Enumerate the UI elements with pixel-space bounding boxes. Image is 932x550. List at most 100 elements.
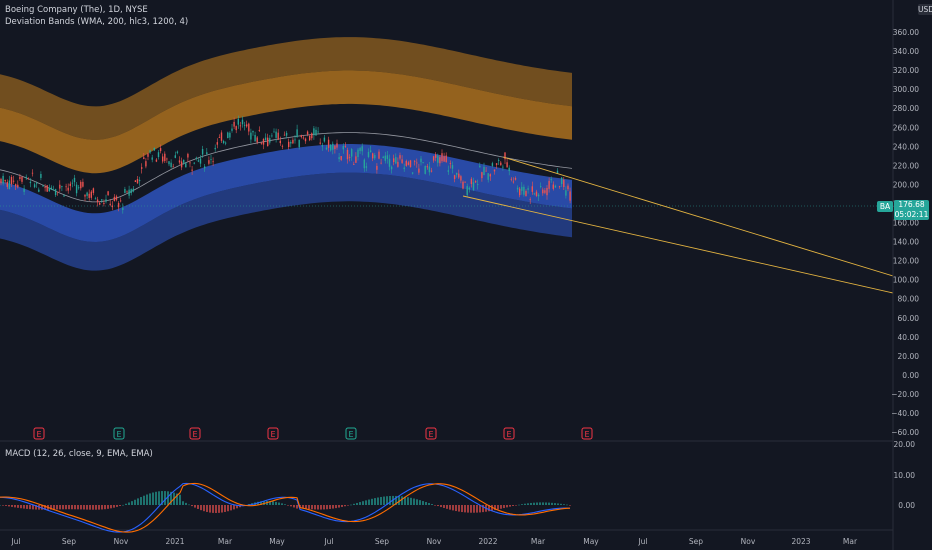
price-tick-label: 140.00 [893,238,919,247]
macd-histogram-bar [113,505,115,508]
macd-histogram-bar [209,505,211,513]
macd-tick-label: 0.00 [898,501,915,510]
candle-body [208,160,210,164]
macd-histogram-bar [371,498,373,505]
macd-histogram-bar [89,505,91,510]
candle-body [380,162,382,164]
candle-body [519,188,521,196]
earnings-event-icon[interactable]: E [33,427,45,440]
earnings-event-icon[interactable]: E [503,427,515,440]
macd-histogram-bar [26,505,28,509]
macd-histogram-bar [437,505,439,507]
macd-histogram-bar [11,505,13,507]
earnings-event-icon[interactable]: E [267,427,279,440]
time-axis-label: 2022 [478,537,497,546]
earnings-event-icon[interactable]: E [189,427,201,440]
macd-histogram-bar [536,502,538,505]
candle-body [176,151,179,153]
candle-body [210,159,212,160]
macd-histogram-bar [440,505,442,508]
lower-trendline[interactable] [462,195,894,294]
macd-axis[interactable]: 20.00 10.00 0.00 [894,440,916,510]
candle-body [59,184,61,189]
macd-histogram-bar [362,501,364,505]
macd-legend[interactable]: MACD (12, 26, close, 9, EMA, EMA) [5,449,153,459]
candle-body [525,190,527,196]
macd-histogram-bar [341,505,343,507]
macd-histogram-bar [398,496,400,505]
macd-histogram-bar [0,504,1,506]
price-axis[interactable]: 360.00 340.00 320.00 300.00 280.00 260.00 240.… [891,28,919,437]
candle-body [348,156,351,158]
upper-trendline[interactable] [502,156,894,277]
candle-body [153,147,155,151]
candle-body [94,198,97,200]
macd-histogram-bar [428,503,430,505]
symbol-title[interactable]: Boeing Company (The), 1D, NYSE [5,5,148,15]
macd-histogram-bar [569,505,571,506]
macd-histogram-bar [149,493,151,505]
candle-body [162,156,164,162]
macd-histogram-bar [419,500,421,505]
candle-body [502,166,504,168]
candle-body [214,147,216,150]
candle-body [285,132,288,136]
candle-body [292,139,294,144]
candle-body [516,187,519,190]
candle-body [393,158,395,163]
candle-body [447,170,449,172]
candle-body [151,157,153,160]
earnings-event-icon[interactable]: E [581,427,593,440]
candle-body [411,172,414,174]
candle-body [565,190,567,196]
candle-body [225,142,227,144]
macd-histogram-bar [395,495,397,505]
candle-body [8,180,11,189]
candle-body [288,141,290,148]
macd-histogram-bar [164,491,166,505]
indicator-legend[interactable]: Deviation Bands (WMA, 200, hlc3, 1200, 4… [5,17,189,27]
macd-histogram-bar [161,491,163,505]
currency-badge[interactable]: USD [918,4,932,15]
macd-histogram-bar [92,505,94,510]
candle-body [558,186,561,187]
macd-histogram-bar [548,502,550,505]
candle-body [409,160,412,167]
macd-histogram-bar [143,495,145,505]
macd-histogram-bar [74,505,76,510]
candle-body [397,161,399,167]
time-axis[interactable]: Jul Sep Nov 2021 Mar May Jul Sep Nov 2022 Mar May Ju… [10,537,858,546]
candle-body [554,185,557,188]
macd-histogram-bar [107,505,109,509]
candle-body [514,177,517,180]
candle-body [4,180,6,182]
candle-body [0,178,2,184]
earnings-event-icon[interactable]: E [345,427,357,440]
macd-histogram-bar [533,502,535,505]
candle-body [390,166,393,170]
macd-histogram-bar [248,504,250,505]
macd-histogram-bar [110,505,112,509]
price-tick-label: 40.00 [898,333,920,342]
candle-body [197,160,200,162]
time-axis-label: May [583,537,599,546]
earnings-event-icon[interactable]: E [425,427,437,440]
candle-body [357,149,359,157]
macd-histogram-bar [293,505,295,508]
macd-histogram-bar [383,496,385,505]
time-axis-label: Mar [531,537,546,546]
candle-body [138,179,141,182]
candle-body [498,159,500,161]
macd-histogram-bar [14,505,16,508]
candle-body [283,134,286,136]
event-marker-box [189,427,201,440]
macd-histogram-bar [311,505,313,510]
macd-histogram-bar [194,505,196,508]
macd-histogram-bar [200,505,202,511]
macd-histogram-bar [203,505,205,512]
macd-histogram-bar [446,505,448,509]
earnings-event-icon[interactable]: E [113,427,125,440]
macd-histogram-bar [29,505,31,510]
macd-histogram-bar [131,501,133,505]
